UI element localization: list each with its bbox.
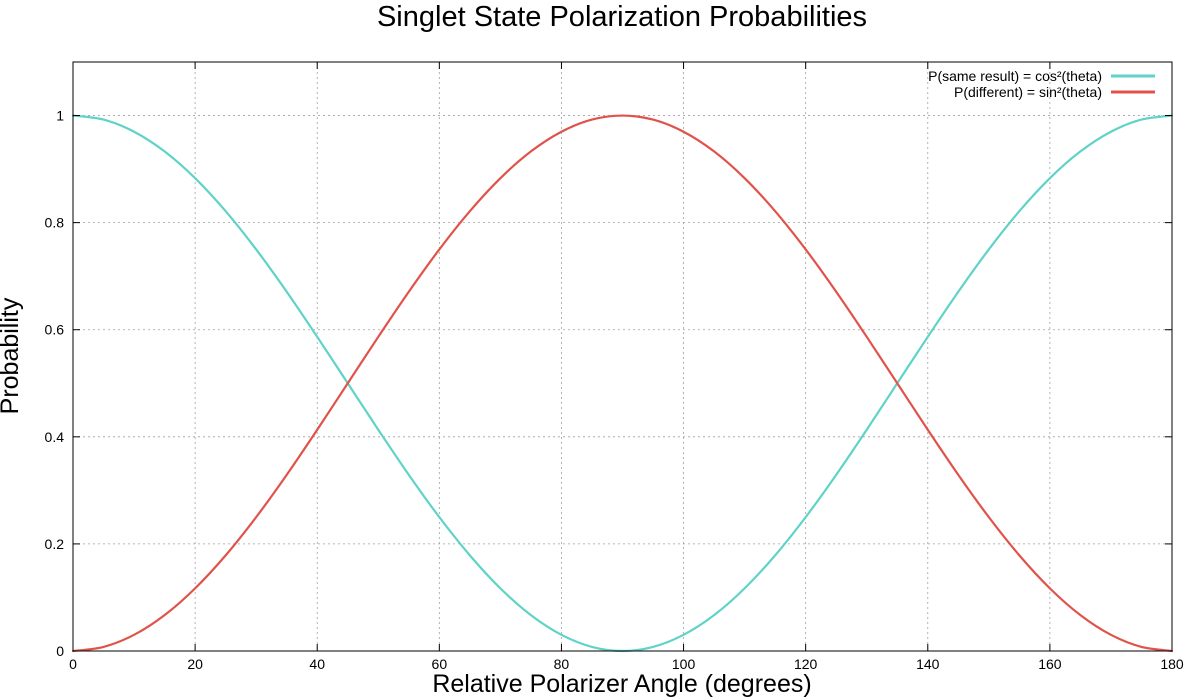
x-tick-label: 80 — [554, 656, 570, 672]
x-tick-label: 0 — [69, 656, 77, 672]
x-tick-label: 100 — [672, 656, 696, 672]
y-tick-label: 0 — [56, 643, 64, 659]
x-tick-label: 180 — [1160, 656, 1184, 672]
y-tick-label: 0.6 — [45, 322, 65, 338]
x-tick-label: 120 — [794, 656, 818, 672]
y-axis-label: Probability — [0, 297, 24, 414]
y-tick-label: 1 — [56, 108, 64, 124]
series-line-1 — [71, 114, 1174, 653]
y-tick-label: 0.4 — [45, 429, 65, 445]
x-tick-label: 60 — [432, 656, 448, 672]
x-tick-label: 40 — [309, 656, 325, 672]
axis-ticks: 0 20 40 60 80 100 120 140 160 180 0 0.2 0.4 0.6 0.8 1 — [45, 62, 1184, 672]
x-axis-label: Relative Polarizer Angle (degrees) — [432, 670, 811, 698]
x-tick-label: 20 — [187, 656, 203, 672]
x-tick-label: 140 — [916, 656, 940, 672]
series-layer — [71, 114, 1174, 653]
plot-frame — [72, 61, 1173, 652]
legend: P(same result) = cos²(theta)P(different)… — [928, 68, 1155, 100]
legend-label-1: P(same result) = cos²(theta) — [928, 68, 1102, 84]
grid — [73, 62, 1172, 651]
series-line-2 — [71, 114, 1174, 653]
legend-label-2: P(different) = sin²(theta) — [954, 84, 1102, 100]
chart-title: Singlet State Polarization Probabilities — [377, 1, 867, 33]
y-tick-label: 0.2 — [45, 536, 65, 552]
y-tick-label: 0.8 — [45, 215, 65, 231]
x-tick-label: 160 — [1038, 656, 1062, 672]
